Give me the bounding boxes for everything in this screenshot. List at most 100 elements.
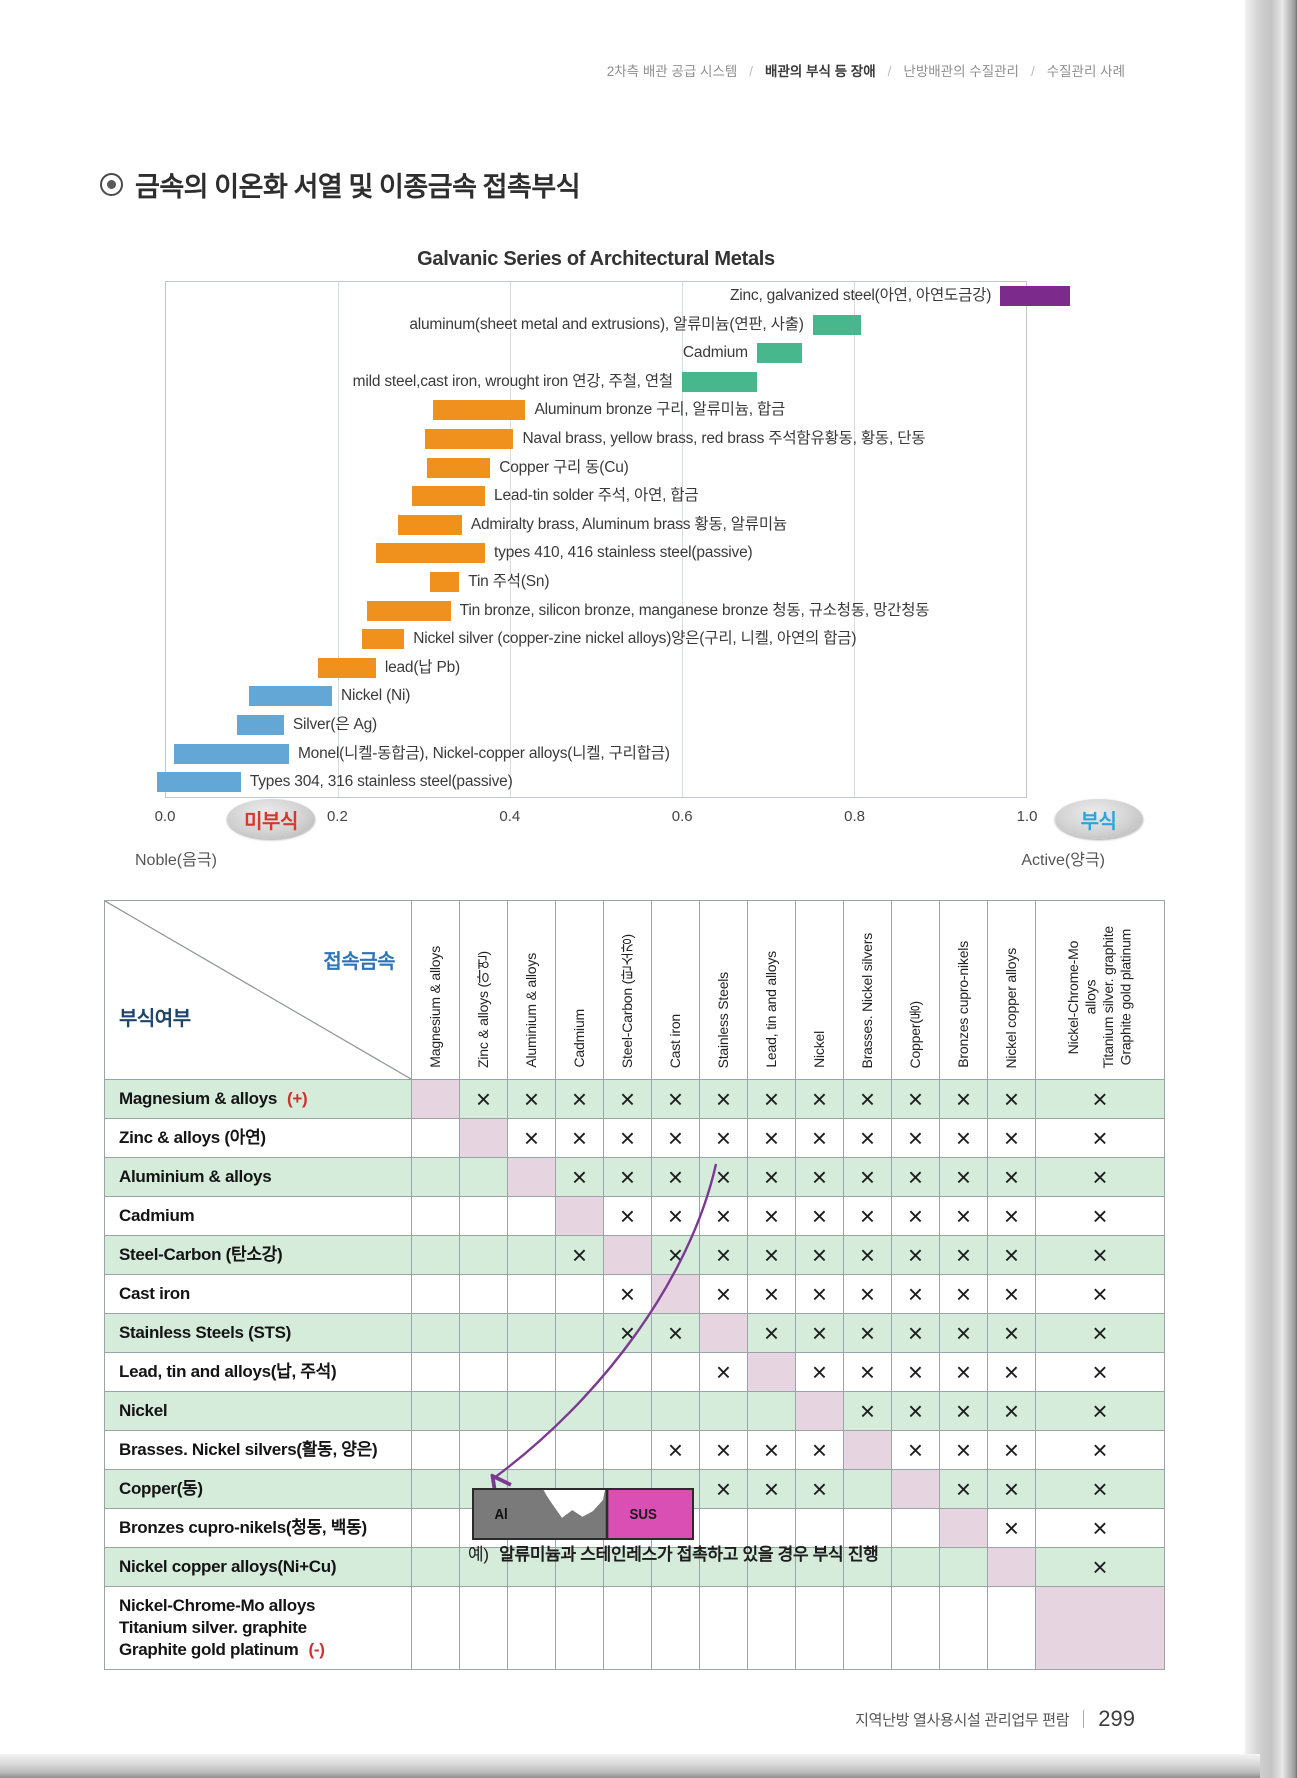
chart-bar-row: Aluminum bronze 구리, 알류미늄, 합금 xyxy=(166,396,1026,425)
matrix-cell-empty xyxy=(411,1118,460,1158)
matrix-cell-empty xyxy=(603,1586,652,1670)
matrix-cell-empty xyxy=(507,1391,556,1431)
chart-bar-label: Admiralty brass, Aluminum brass 황동, 알류미늄 xyxy=(470,515,787,533)
matrix-cell-corrosion: × xyxy=(795,1157,844,1197)
breadcrumb: 2차측 배관 공급 시스템 / 배관의 부식 등 장애 / 난방배관의 수질관리 / 수질관… xyxy=(607,60,1125,80)
chart-bar-label: Aluminum bronze 구리, 알류미늄, 합금 xyxy=(534,401,786,419)
matrix-cell-corrosion: × xyxy=(555,1157,604,1197)
matrix-row: Steel-Carbon (탄소강) × × × × × × × × × × xyxy=(104,1235,1165,1275)
matrix-cell-corrosion: × xyxy=(843,1118,892,1158)
chart-bar-label: Lead-tin solder 주석, 아연, 합금 xyxy=(494,487,699,505)
axis-tick-label: 0.2 xyxy=(326,808,348,825)
matrix-row-label-text: Nickel copper alloys(Ni+Cu) xyxy=(119,1557,337,1577)
matrix-cell-corrosion: × xyxy=(699,1157,748,1197)
matrix-cell-corrosion: × xyxy=(843,1352,892,1392)
corrosion-badge: 부식 xyxy=(1054,799,1143,839)
document-page: 2차측 배관 공급 시스템 / 배관의 부식 등 장애 / 난방배관의 수질관리 / 수질관… xyxy=(0,0,1253,1755)
chart-bar xyxy=(398,514,462,535)
chart-bar-label: Naval brass, yellow brass, red brass 주석함… xyxy=(522,429,926,447)
matrix-cell-empty xyxy=(843,1469,892,1509)
matrix-cell-empty xyxy=(603,1430,652,1470)
axis-tick-label: 1.0 xyxy=(1016,808,1038,825)
matrix-cell-self xyxy=(1035,1586,1165,1670)
matrix-row: Nickel-Chrome-Mo alloys Titanium silver.… xyxy=(104,1586,1165,1670)
matrix-column-header: Lead, tin and alloys xyxy=(747,900,796,1080)
matrix-cell-corrosion: × xyxy=(651,1079,700,1119)
matrix-cell-corrosion: × xyxy=(603,1157,652,1197)
matrix-cell-self xyxy=(939,1508,988,1548)
matrix-cell-corrosion: × xyxy=(603,1079,652,1119)
matrix-column-header-text: Stainless Steels xyxy=(714,971,731,1068)
matrix-cell-empty xyxy=(555,1313,604,1353)
matrix-cell-self xyxy=(795,1391,844,1431)
chart-bar-label: Tin bronze, silicon bronze, manganese br… xyxy=(459,601,930,619)
matrix-cell-empty xyxy=(939,1586,988,1670)
matrix-cell-corrosion: × xyxy=(939,1391,988,1431)
chart-bar-label: Types 304, 316 stainless steel(passive) xyxy=(249,773,513,791)
matrix-cell-corrosion: × xyxy=(939,1274,988,1314)
chart-bar-row: Tin 주석(Sn) xyxy=(166,568,1026,597)
matrix-cell-corrosion: × xyxy=(795,1274,844,1314)
matrix-cell-corrosion: × xyxy=(843,1391,892,1431)
matrix-cell-empty xyxy=(459,1547,508,1587)
axis-active-label: Active(양극) xyxy=(1021,852,1105,869)
matrix-column-header-text: Nickel-Chrome-Mo alloys Titanium silver.… xyxy=(1065,925,1134,1068)
matrix-row-label-text: Brasses. Nickel silvers(활동, 양은) xyxy=(119,1440,378,1460)
matrix-cell-self xyxy=(555,1196,604,1236)
chart-bar xyxy=(682,371,757,392)
matrix-column-header: Nickel copper alloys xyxy=(987,900,1036,1080)
chart-bar xyxy=(433,400,526,421)
matrix-column-header: Magnesium & alloys xyxy=(411,900,460,1080)
corner-corrosion-label: 부식여부 xyxy=(119,1008,191,1030)
matrix-column-header-text: Nickel xyxy=(810,1031,827,1068)
chart-bar-row: Silver(은 Ag) xyxy=(166,711,1026,740)
matrix-cell-corrosion: × xyxy=(651,1157,700,1197)
chart-bar xyxy=(237,714,284,735)
breadcrumb-item[interactable]: 2차측 배관 공급 시스템 xyxy=(606,64,738,79)
matrix-row: Zinc & alloys (아연) × × × × × × × × × × × × xyxy=(104,1118,1165,1158)
matrix-cell-corrosion: × xyxy=(987,1313,1036,1353)
matrix-cell-corrosion: × xyxy=(987,1235,1036,1275)
matrix-column-header: Copper(동) xyxy=(891,900,940,1080)
matrix-cell-corrosion: × xyxy=(987,1469,1036,1509)
chart-bar-row: Monel(니켈-동합금), Nickel-copper alloys(니켈, … xyxy=(166,740,1026,769)
al-sus-inset-image: Al SUS xyxy=(472,1488,694,1540)
matrix-cell-empty xyxy=(411,1196,460,1236)
matrix-cell-corrosion: × xyxy=(747,1079,796,1119)
matrix-cell-empty xyxy=(843,1586,892,1670)
breadcrumb-separator: / xyxy=(1030,64,1035,79)
polarity-mark: (-) xyxy=(308,1639,325,1659)
matrix-row-label-text: Bronzes cupro-nikels(청동, 백동) xyxy=(119,1518,367,1538)
matrix-cell-empty xyxy=(459,1235,508,1275)
matrix-cell-corrosion: × xyxy=(795,1469,844,1509)
matrix-cell-corrosion: × xyxy=(747,1118,796,1158)
chart-bar xyxy=(411,486,486,507)
matrix-cell-corrosion: × xyxy=(795,1313,844,1353)
matrix-cell-self xyxy=(699,1313,748,1353)
breadcrumb-item[interactable]: 난방배관의 수질관리 xyxy=(903,64,1019,79)
example-caption: 예) 알류미늄과 스테인레스가 접촉하고 있을 경우 부식 진행 xyxy=(468,1545,879,1564)
matrix-cell-empty xyxy=(699,1391,748,1431)
matrix-cell-empty xyxy=(411,1430,460,1470)
matrix-row-label-text: Nickel xyxy=(119,1401,168,1421)
matrix-cell-empty xyxy=(603,1391,652,1431)
matrix-corner-cell: 접속금속 부식여부 xyxy=(104,900,412,1080)
chart-bar xyxy=(248,686,332,707)
matrix-cell-corrosion: × xyxy=(747,1196,796,1236)
matrix-row-label: Cast iron xyxy=(104,1274,412,1314)
matrix-cell-self xyxy=(891,1469,940,1509)
matrix-cell-corrosion: × xyxy=(1035,1547,1165,1587)
breadcrumb-item[interactable]: 배관의 부식 등 장애 xyxy=(765,64,876,79)
matrix-row-label-text: Lead, tin and alloys(납, 주석) xyxy=(119,1362,337,1382)
matrix-cell-self xyxy=(507,1157,556,1197)
breadcrumb-item[interactable]: 수질관리 사례 xyxy=(1046,64,1125,79)
matrix-cell-empty xyxy=(411,1352,460,1392)
matrix-cell-empty xyxy=(651,1352,700,1392)
chart-bar-row: Admiralty brass, Aluminum brass 황동, 알류미늄 xyxy=(166,511,1026,540)
matrix-row-label-text: Copper(동) xyxy=(119,1479,203,1499)
matrix-cell-corrosion: × xyxy=(891,1313,940,1353)
matrix-cell-corrosion: × xyxy=(987,1079,1036,1119)
matrix-cell-corrosion: × xyxy=(891,1079,940,1119)
matrix-cell-corrosion: × xyxy=(987,1391,1036,1431)
matrix-cell-corrosion: × xyxy=(747,1274,796,1314)
